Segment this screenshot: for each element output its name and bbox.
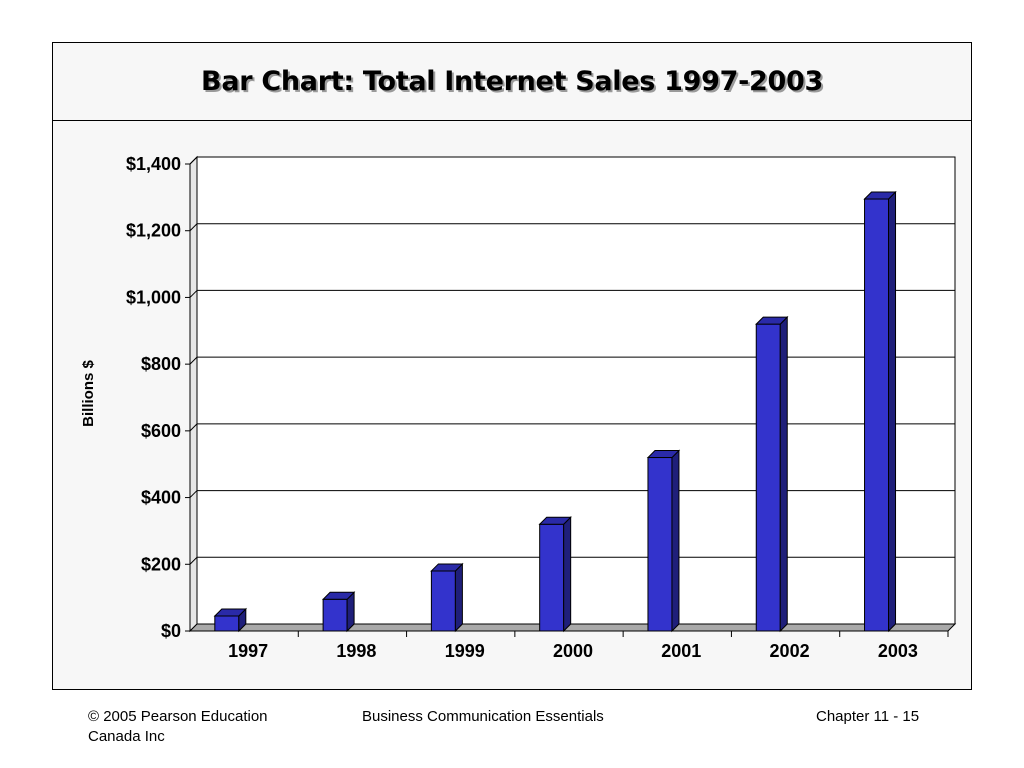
bar-top-2000 [538,516,572,525]
bar-side-2001 [671,449,680,633]
gridline-side [189,556,198,565]
slide-title: Bar Chart: Total Internet Sales 1997-200… [201,66,823,97]
bar-2002 [755,323,781,632]
footer-chapter: Chapter 11 - 15 [816,708,920,725]
gridline-side [189,490,198,498]
x-tick-label: 1997 [228,641,268,661]
gridline-side [189,290,198,298]
bar-2003 [864,198,890,632]
bar-1998 [322,598,348,632]
plot-floor [188,623,957,632]
bar-side-2000 [563,516,572,633]
bar-top-2002 [755,316,789,325]
bar-chart: $0 $200 $400 $600 $800 $1,000 $1,200 $1,400 Bill… [80,154,957,661]
y-tick-label: $400 [141,488,181,508]
bar-side-2003 [888,190,897,633]
bar-top-1998 [321,591,356,600]
plot-side-wall [189,155,198,633]
y-axis-label: Billions $ [80,360,97,427]
bar-2001 [647,457,673,632]
gridline-side [189,223,198,232]
title-band: Bar Chart: Total Internet Sales 1997-200… [53,43,971,121]
x-tick-label: 1998 [336,641,376,661]
x-tick-label: 2003 [878,641,918,661]
bar-top-1997 [213,608,248,617]
bar-side-1999 [454,562,463,633]
x-tick-label: 2001 [661,641,701,661]
y-tick-label: $1,400 [126,154,181,174]
y-tick-label: $200 [141,554,181,574]
bar-1997 [214,615,240,632]
bar-side-2002 [779,315,788,633]
y-tick-label: $600 [141,421,181,441]
bar-2000 [539,523,565,632]
plot-area [196,156,956,625]
bar-top-2001 [646,450,681,459]
gridline-side [189,356,198,365]
gridline-side [189,423,198,432]
footer-book-title: Business Communication Essentials [362,708,604,725]
y-tick-label: $1,200 [126,221,181,241]
y-tick-label: $0 [161,621,181,641]
y-tick-label: $1,000 [126,287,181,307]
gridline-side [189,156,198,165]
bar-top-1999 [430,563,464,572]
footer-copyright: © 2005 Pearson Education Canada Inc [88,708,268,745]
bar-1999 [430,570,456,632]
y-tick-label: $800 [141,354,181,374]
x-tick-label: 2000 [553,641,593,661]
x-tick-label: 2002 [770,641,810,661]
bar-top-2003 [863,191,897,200]
x-tick-label: 1999 [445,641,485,661]
